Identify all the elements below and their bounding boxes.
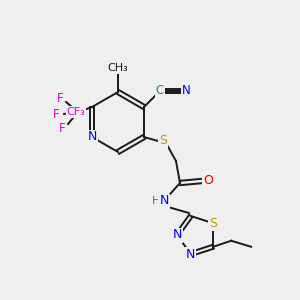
Text: N: N — [186, 248, 196, 260]
Text: N: N — [159, 194, 169, 208]
Text: F: F — [59, 122, 65, 134]
Text: C: C — [156, 85, 164, 98]
Text: N: N — [182, 85, 190, 98]
Text: S: S — [159, 134, 167, 148]
Text: F: F — [53, 107, 59, 121]
Text: CH₃: CH₃ — [108, 63, 128, 73]
Text: H: H — [152, 196, 160, 206]
Text: S: S — [209, 217, 217, 230]
Text: N: N — [87, 130, 97, 143]
Text: N: N — [172, 229, 182, 242]
Text: CF₃: CF₃ — [67, 107, 85, 117]
Text: O: O — [203, 175, 213, 188]
Text: F: F — [57, 92, 63, 104]
